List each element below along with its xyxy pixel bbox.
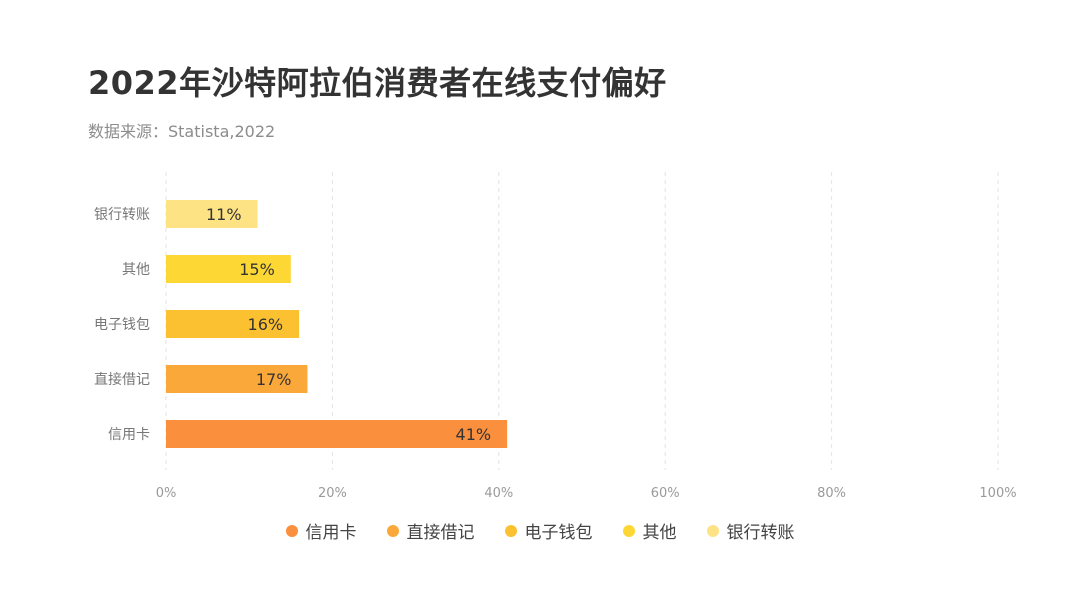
legend-swatch xyxy=(285,524,298,537)
category-label: 信用卡 xyxy=(108,427,150,443)
data-label: 17% xyxy=(256,370,292,389)
chart-subtitle: 数据来源：Statista,2022 xyxy=(88,122,276,141)
x-tick-label: 100% xyxy=(979,486,1016,501)
data-label: 11% xyxy=(206,205,242,224)
bar xyxy=(166,420,508,448)
legend-label: 电子钱包 xyxy=(524,523,593,543)
category-label: 电子钱包 xyxy=(94,317,150,333)
bar xyxy=(166,200,258,228)
legend-item: 信用卡 xyxy=(285,518,357,543)
data-label: 15% xyxy=(239,260,275,279)
legend-item: 直接借记 xyxy=(386,518,475,543)
legend-label: 银行转账 xyxy=(726,523,795,543)
bar xyxy=(166,310,300,338)
legend-item: 银行转账 xyxy=(706,518,795,543)
category-label: 银行转账 xyxy=(94,207,150,223)
category-label: 其他 xyxy=(122,262,150,278)
chart-title: 2022年沙特阿拉伯消费者在线支付偏好 xyxy=(88,64,667,102)
x-tick-label: 20% xyxy=(318,486,347,501)
bar xyxy=(166,255,291,283)
x-tick-label: 60% xyxy=(651,486,680,501)
legend-swatch xyxy=(706,524,719,537)
legend-item: 其他 xyxy=(622,518,677,543)
x-tick-label: 40% xyxy=(484,486,513,501)
legend-label: 信用卡 xyxy=(305,523,357,543)
x-tick-label: 0% xyxy=(156,486,177,501)
data-label: 16% xyxy=(248,315,284,334)
bar xyxy=(166,365,308,393)
legend-label: 直接借记 xyxy=(406,523,475,543)
legend-swatch xyxy=(386,524,399,537)
data-label: 41% xyxy=(456,425,492,444)
legend-swatch xyxy=(504,524,517,537)
legend-label: 其他 xyxy=(642,523,677,543)
category-label: 直接借记 xyxy=(94,371,150,388)
x-tick-label: 80% xyxy=(817,486,846,501)
legend-swatch xyxy=(622,524,635,537)
legend-item: 电子钱包 xyxy=(504,518,593,543)
chart-legend: 信用卡 直接借记 电子钱包 其他 银行转账 xyxy=(0,518,1080,543)
